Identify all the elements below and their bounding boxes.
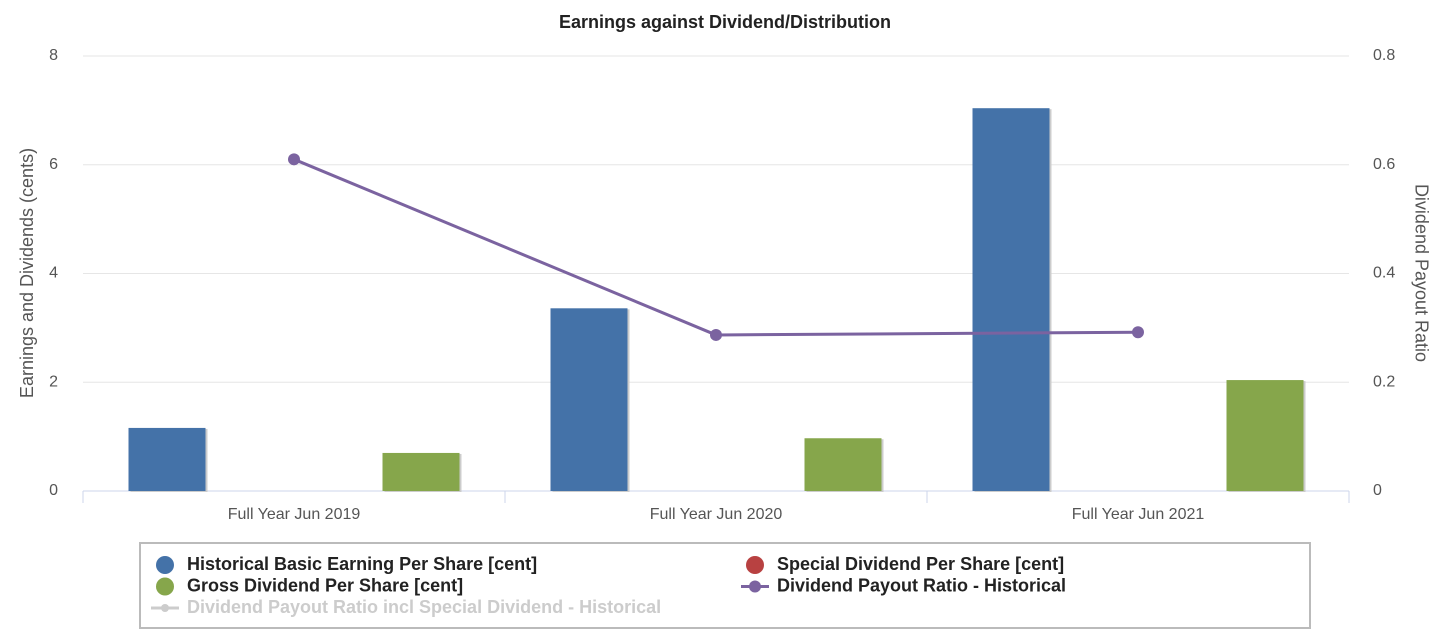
legend-marker [156,577,174,596]
y2-tick-label: 0.4 [1373,265,1395,282]
x-tick-label: Full Year Jun 2020 [650,506,783,523]
legend-label[interactable]: Dividend Payout Ratio incl Special Divid… [187,597,661,617]
y2-tick-label: 0.2 [1373,373,1395,390]
x-tick-label: Full Year Jun 2019 [228,506,361,523]
y-tick-label: 4 [49,265,58,282]
line-point [710,328,722,341]
legend-marker [746,556,764,574]
x-tick-label: Full Year Jun 2021 [1072,506,1205,523]
y2-tick-label: 0.8 [1373,47,1395,64]
bar [382,452,460,491]
legend-label[interactable]: Dividend Payout Ratio - Historical [777,575,1066,595]
line-point [288,153,300,166]
y2-axis-label: Dividend Payout Ratio [1411,184,1431,362]
bar [972,108,1050,491]
y-axis-label: Earnings and Dividends (cents) [17,148,37,398]
legend-marker [156,556,174,574]
legend-label[interactable]: Gross Dividend Per Share [cent] [187,575,463,595]
chart-title: Earnings against Dividend/Distribution [559,12,891,32]
y-tick-label: 2 [49,373,58,390]
legend-label[interactable]: Special Dividend Per Share [cent] [777,554,1064,574]
legend-marker [161,604,169,612]
legend-marker [749,580,761,593]
legend-box [139,542,1311,629]
bar [804,438,882,491]
bar [1226,380,1304,491]
bar [550,308,628,491]
y2-tick-label: 0.6 [1373,156,1395,173]
y2-tick-label: 0 [1373,482,1382,499]
y-tick-label: 6 [49,156,58,173]
y-tick-label: 8 [49,47,58,64]
bar [128,427,206,491]
y-tick-label: 0 [49,482,58,499]
line-point [1132,326,1144,339]
legend-label[interactable]: Historical Basic Earning Per Share [cent… [187,554,537,574]
